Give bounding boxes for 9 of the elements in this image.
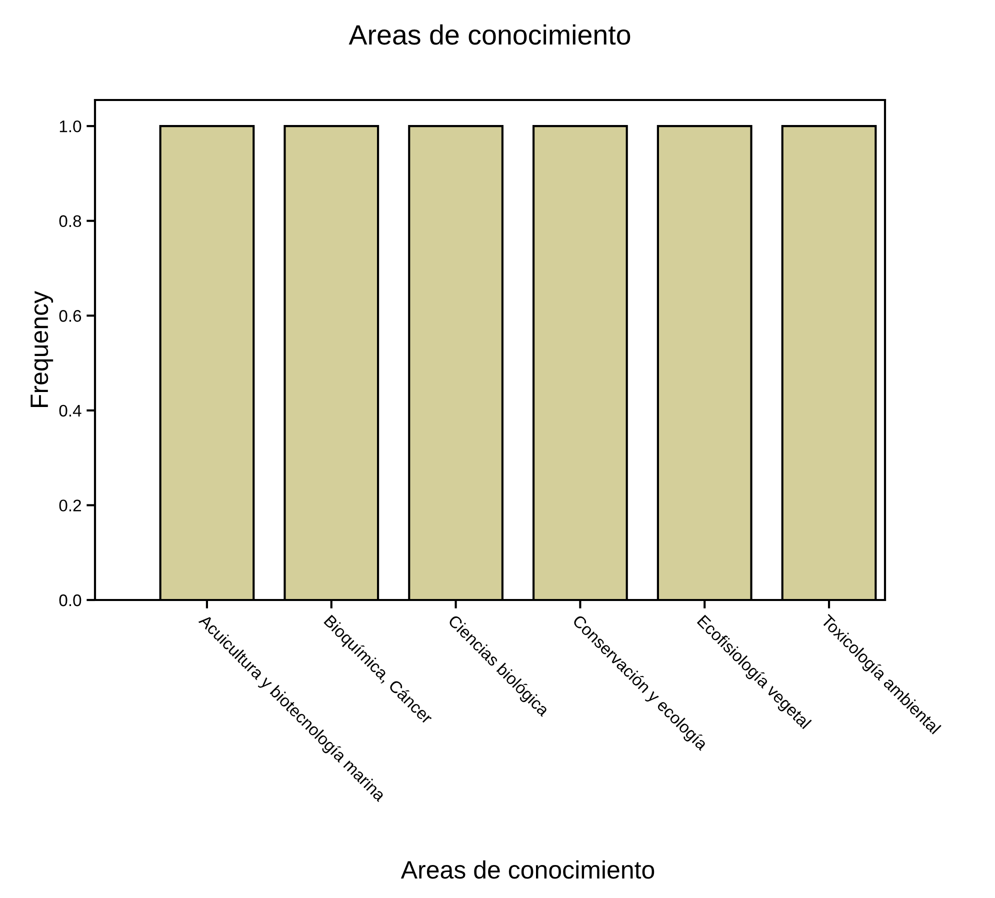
y-tick-label: 0.6 (59, 310, 82, 322)
y-tick-label: 1.0 (60, 120, 82, 132)
y-tick-label: 0.4 (59, 404, 82, 417)
x-axis-title: Areas de conocimiento (400, 860, 654, 879)
y-tick-label: 0.8 (59, 215, 82, 228)
y-tick-label: 0.2 (59, 500, 81, 512)
y-tick-label: 0.0 (59, 594, 82, 606)
y-axis-title: Frequency (30, 290, 54, 407)
chart-title: Areas de conocimiento (348, 24, 630, 45)
